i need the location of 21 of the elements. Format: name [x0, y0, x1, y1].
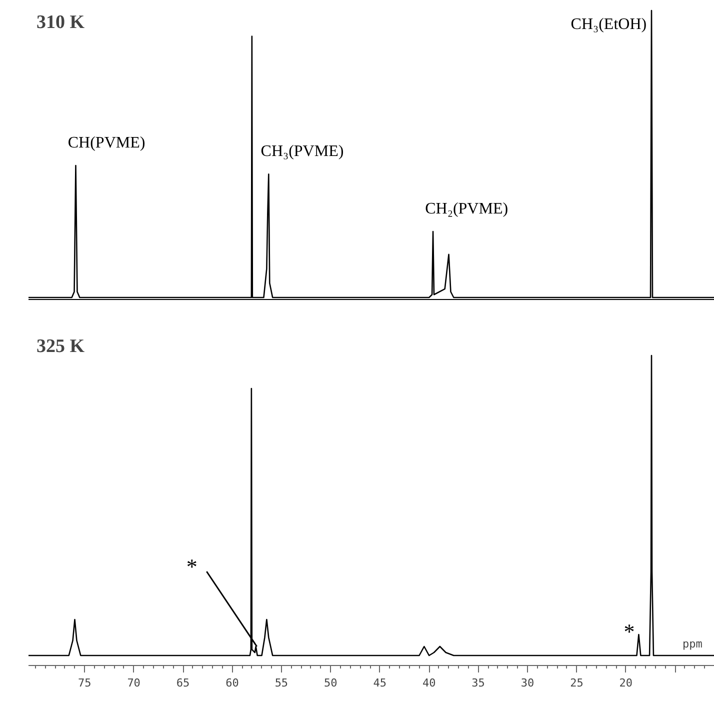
x-tick-label: 35	[472, 676, 485, 690]
x-tick-label: 50	[324, 676, 338, 690]
x-tick-label: 20	[619, 676, 633, 690]
annotation: CH(PVME)	[68, 134, 146, 152]
annotation: *	[186, 554, 198, 579]
x-tick-label: 45	[373, 676, 386, 690]
x-tick-label: 55	[274, 676, 288, 690]
chart-title: 310 K	[36, 12, 85, 33]
annotation: CH₃(EtOH)	[570, 16, 647, 34]
x-tick-label: 30	[520, 676, 534, 690]
x-tick-label: 70	[127, 676, 140, 690]
x-tick-label: 40	[422, 676, 436, 690]
chart-title: 325 K	[36, 336, 85, 357]
annotation: CH₂(PVME)	[425, 200, 508, 218]
x-tick-label: 75	[78, 676, 92, 690]
x-axis-title: ppm	[682, 638, 703, 650]
x-tick-label: 65	[176, 676, 190, 690]
annotation: CH₃(PVME)	[260, 143, 344, 160]
annotation: *	[624, 619, 635, 644]
x-tick-label: 25	[570, 676, 584, 690]
x-tick-label: 60	[226, 676, 239, 690]
